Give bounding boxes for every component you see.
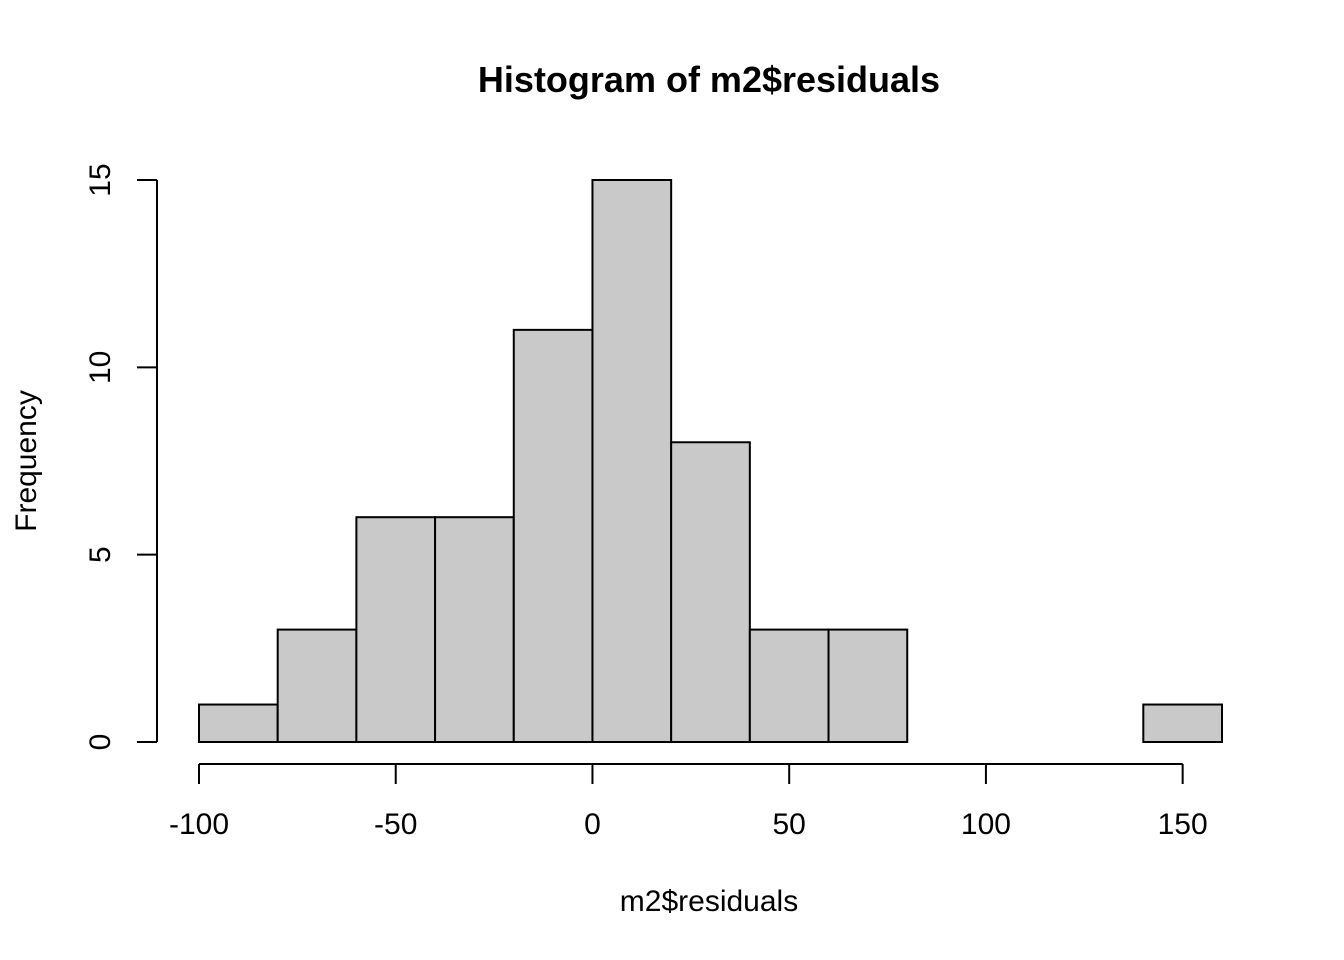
histogram-bar (670, 441, 751, 743)
histogram-bar (198, 703, 279, 743)
y-tick-label: 15 (84, 163, 117, 196)
x-tick-label: -50 (374, 808, 417, 841)
histogram-bar (434, 516, 515, 744)
chart-title: Histogram of m2$residuals (478, 59, 940, 100)
x-tick-label: -100 (169, 808, 229, 841)
x-tick-label: 150 (1158, 808, 1208, 841)
y-tick-label: 0 (84, 734, 117, 751)
histogram-bar (748, 628, 830, 743)
x-axis-title: m2$residuals (620, 885, 798, 918)
histogram-bar (355, 516, 437, 744)
histogram-bar (276, 628, 358, 743)
x-tick-label: 100 (961, 808, 1011, 841)
y-tick-label: 10 (84, 351, 117, 384)
bars-group (198, 179, 1224, 744)
y-axis-title: Frequency (10, 390, 43, 532)
x-axis: -100 -50 0 50 100 150 (169, 763, 1208, 841)
histogram-bar (591, 179, 673, 743)
histogram-bar (827, 628, 909, 743)
histogram-bar (512, 328, 594, 743)
histogram-bar (1142, 703, 1224, 743)
x-tick-label: 0 (584, 808, 601, 841)
y-tick-label: 5 (84, 546, 117, 563)
x-tick-label: 50 (773, 808, 806, 841)
y-axis: 0 5 10 15 (84, 163, 158, 751)
